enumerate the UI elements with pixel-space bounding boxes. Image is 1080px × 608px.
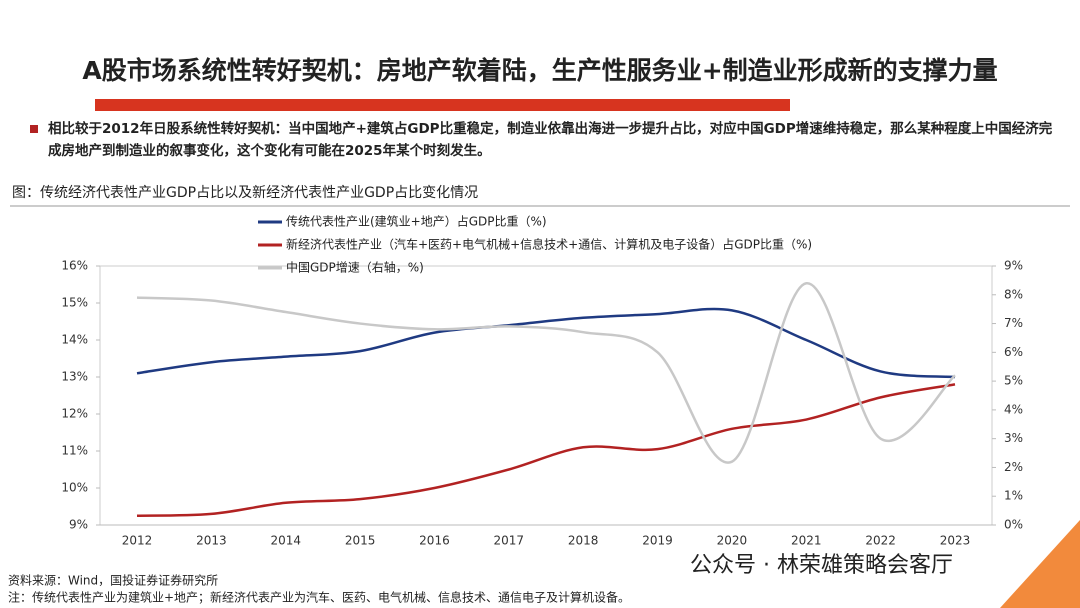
slide-title: A股市场系统性转好契机：房地产软着陆，生产性服务业+制造业形成新的支撑力量 xyxy=(82,56,997,85)
source-note: 资料来源：Wind，国投证券证券研究所 xyxy=(8,573,218,588)
y2-tick-label: 0% xyxy=(1004,518,1023,532)
series-line xyxy=(136,383,956,517)
bullet-icon xyxy=(30,125,38,133)
y2-tick-label: 7% xyxy=(1004,316,1023,330)
x-tick-label: 2012 xyxy=(122,534,153,548)
y2-tick-label: 9% xyxy=(1004,259,1023,273)
x-tick-label: 2014 xyxy=(270,534,301,548)
y-tick-label: 10% xyxy=(61,481,88,495)
series-line xyxy=(136,282,956,464)
title-bar xyxy=(95,99,790,111)
y2-tick-label: 1% xyxy=(1004,489,1023,503)
figure-caption: 图：传统经济代表性产业GDP占比以及新经济代表性产业GDP占比变化情况 xyxy=(12,185,478,201)
legend-label: 中国GDP增速（右轴，%) xyxy=(286,260,424,275)
y2-tick-label: 4% xyxy=(1004,402,1023,416)
x-tick-label: 2016 xyxy=(419,534,450,548)
x-tick-label: 2023 xyxy=(940,534,971,548)
x-tick-label: 2015 xyxy=(345,534,376,548)
y2-tick-label: 3% xyxy=(1004,431,1023,445)
chart: 9% 10% 11% 12% 13% 14% 15% 16% 0% 1% 2% 3% 4% 5% 6% 7% 8… xyxy=(61,214,1023,548)
y-tick-label: 14% xyxy=(61,333,88,347)
footnote: 注：传统代表性产业为建筑业+地产；新经济代表产业为汽车、医药、电气机械、信息技术… xyxy=(8,590,630,605)
y-tick-label: 12% xyxy=(61,407,88,421)
y-tick-label: 16% xyxy=(61,259,88,273)
legend-label: 新经济代表性产业（汽车+医药+电气机械+信息技术+通信、计算机及电子设备）占GD… xyxy=(286,237,812,252)
y2-tick-label: 5% xyxy=(1004,374,1023,388)
x-tick-label: 2020 xyxy=(717,534,748,548)
y2-tick-label: 2% xyxy=(1004,460,1023,474)
bullet-text: 相比较于2012年日股系统性转好契机：当中国地产+建筑占GDP比重稳定，制造业依… xyxy=(48,121,1053,159)
y-tick-label: 15% xyxy=(61,296,88,310)
bullet-box: 相比较于2012年日股系统性转好契机：当中国地产+建筑占GDP比重稳定，制造业依… xyxy=(48,121,1053,159)
series-line xyxy=(136,307,956,379)
y-tick-label: 11% xyxy=(61,444,88,458)
x-tick-label: 2013 xyxy=(196,534,227,548)
y-tick-label: 9% xyxy=(69,518,88,532)
x-tick-label: 2019 xyxy=(642,534,673,548)
x-tick-label: 2022 xyxy=(865,534,896,548)
y2-tick-label: 8% xyxy=(1004,287,1023,301)
x-tick-label: 2018 xyxy=(568,534,599,548)
y2-tick-label: 6% xyxy=(1004,345,1023,359)
corner-decoration xyxy=(1000,520,1080,608)
legend-label: 传统代表性产业(建筑业+地产）占GDP比重（%) xyxy=(286,214,547,229)
x-tick-label: 2017 xyxy=(494,534,525,548)
watermark: 公众号 · 林荣雄策略会客厅 xyxy=(690,553,953,578)
y-tick-label: 13% xyxy=(61,370,88,384)
x-tick-label: 2021 xyxy=(791,534,822,548)
